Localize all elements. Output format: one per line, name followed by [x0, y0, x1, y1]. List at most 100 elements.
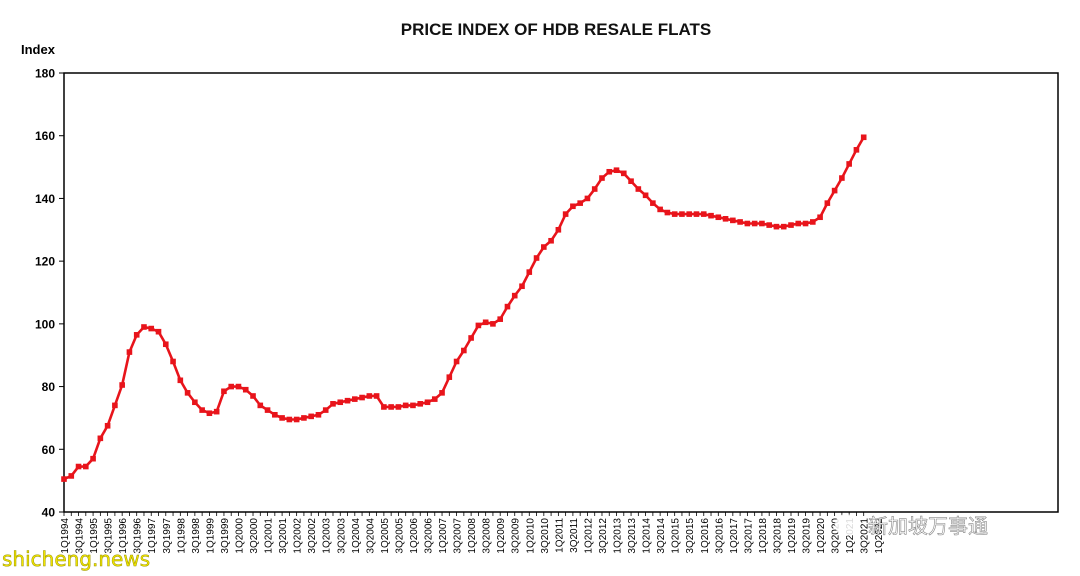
- data-point: [119, 382, 125, 388]
- data-point: [439, 390, 445, 396]
- x-tick-label: 1Q2019: [787, 518, 798, 554]
- data-point: [751, 220, 758, 227]
- data-point: [708, 212, 714, 219]
- x-tick-label: 3Q2012: [598, 518, 609, 554]
- data-point: [250, 393, 256, 399]
- x-tick-label: 1Q1997: [147, 518, 158, 554]
- watermark-right: 新加坡万事通: [835, 514, 988, 538]
- data-point: [68, 473, 75, 479]
- data-point: [192, 399, 198, 406]
- x-tick-label: 3Q2019: [802, 518, 813, 554]
- x-tick-label: 3Q2004: [365, 518, 376, 554]
- data-point: [693, 211, 700, 217]
- data-point: [657, 206, 663, 213]
- data-point: [831, 187, 838, 194]
- x-tick-label: 1Q2001: [264, 518, 275, 554]
- x-tick-label: 3Q2020: [831, 518, 842, 554]
- data-point: [286, 416, 293, 423]
- data-point: [133, 332, 140, 338]
- x-tick-label: 1Q1995: [89, 518, 100, 554]
- x-tick-label: 1Q2014: [642, 518, 653, 554]
- data-point: [860, 134, 867, 141]
- data-point: [272, 411, 278, 418]
- data-point: [148, 325, 155, 332]
- data-point: [424, 399, 431, 406]
- data-point: [410, 402, 416, 409]
- x-tick-label: 3Q2003: [336, 518, 347, 554]
- x-tick-label: 1Q1999: [205, 518, 216, 554]
- x-tick-label: 3Q2017: [743, 518, 754, 554]
- data-point: [519, 283, 525, 290]
- data-point: [664, 209, 671, 216]
- y-tick-label: 140: [35, 192, 55, 206]
- data-point: [562, 211, 569, 217]
- data-point: [475, 322, 482, 329]
- x-tick-label: 1Q2020: [816, 518, 827, 554]
- data-point: [584, 195, 591, 202]
- x-tick-label: 1Q2011: [554, 518, 565, 553]
- data-point: [686, 211, 693, 217]
- x-tick-label: 1Q2016: [700, 518, 711, 554]
- x-tick-label: 3Q2002: [307, 518, 318, 554]
- data-point: [737, 219, 743, 225]
- x-tick-label: 1Q2022: [874, 518, 885, 554]
- data-point: [526, 269, 533, 275]
- x-tick-label: 3Q2014: [656, 518, 667, 554]
- data-point: [162, 341, 169, 348]
- data-point: [759, 220, 765, 227]
- data-point: [504, 303, 511, 310]
- x-tick-label: 3Q2018: [772, 518, 783, 554]
- data-point: [468, 335, 474, 341]
- data-point: [497, 316, 503, 322]
- data-point: [853, 147, 860, 153]
- data-point: [446, 374, 453, 380]
- data-point: [126, 349, 133, 355]
- data-point: [177, 377, 184, 384]
- data-point: [235, 383, 242, 390]
- x-tick-label: 1Q1998: [176, 518, 187, 554]
- x-tick-label: 3Q2016: [714, 518, 725, 554]
- data-point: [650, 200, 656, 206]
- data-point: [228, 383, 235, 390]
- data-point: [780, 223, 787, 230]
- data-point: [795, 220, 802, 227]
- data-point: [83, 463, 89, 470]
- data-point: [642, 192, 649, 199]
- data-point: [344, 397, 351, 404]
- x-tick-label: 1Q2008: [467, 518, 478, 554]
- data-point: [541, 244, 547, 250]
- x-tick-label: 1Q1996: [118, 518, 129, 554]
- data-point: [257, 402, 264, 409]
- wechat-icon: [835, 514, 857, 536]
- x-tick-label: 3Q2001: [278, 518, 289, 554]
- y-axis-label: Index: [21, 42, 56, 57]
- x-tick-label: 1Q2002: [293, 518, 304, 554]
- data-point: [90, 455, 96, 462]
- x-tick-label: 1Q2012: [583, 518, 594, 554]
- data-point: [635, 186, 642, 192]
- data-point: [628, 178, 634, 184]
- y-tick-label: 180: [35, 67, 55, 81]
- data-point: [744, 220, 751, 227]
- x-tick-label: 3Q2013: [627, 518, 638, 554]
- data-point: [75, 463, 82, 470]
- data-point: [388, 404, 394, 410]
- plot-area: [63, 72, 1059, 513]
- data-point: [221, 388, 227, 395]
- watermark-left-text: shicheng.news: [2, 547, 150, 571]
- x-tick-label: 1Q2010: [525, 518, 536, 554]
- data-point: [330, 401, 336, 407]
- data-point: [97, 435, 104, 442]
- data-point: [359, 394, 365, 401]
- data-point: [591, 186, 598, 192]
- watermark-right-text: 新加坡万事通: [868, 514, 988, 538]
- x-tick-label: 3Q2011: [569, 518, 580, 553]
- data-point: [402, 402, 409, 409]
- data-point: [366, 393, 373, 399]
- data-point: [381, 404, 387, 410]
- data-point: [293, 416, 300, 423]
- x-tick-label: 3Q2007: [453, 518, 464, 554]
- x-tick-label: 1Q2000: [234, 518, 245, 554]
- data-point: [533, 255, 540, 261]
